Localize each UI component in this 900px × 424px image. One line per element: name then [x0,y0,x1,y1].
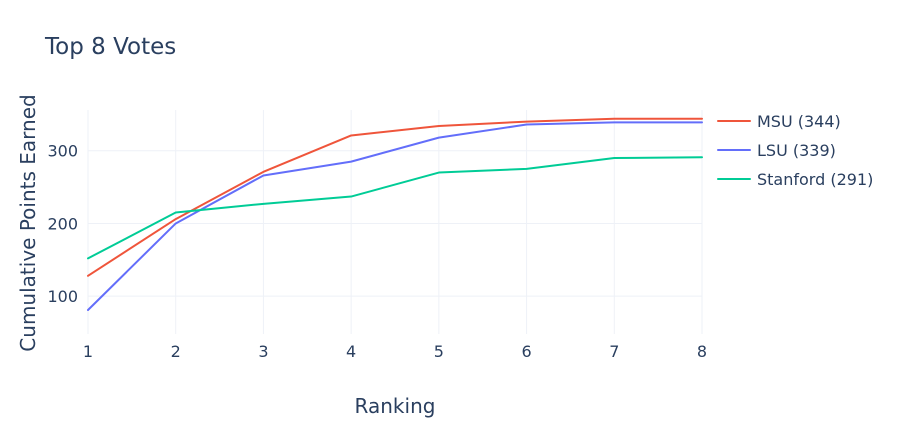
legend-item: MSU (344) [717,112,841,131]
tick-layer: 1 2 3 4 5 6 7 8 100 200 300 [47,142,707,361]
x-tick-label: 3 [258,342,268,361]
x-tick-label: 4 [346,342,356,361]
y-axis-title: Cumulative Points Earned [16,94,40,351]
grid-layer [87,110,703,334]
x-tick-label: 5 [434,342,444,361]
legend-item: LSU (339) [717,141,836,160]
chart-title: Top 8 Votes [44,34,176,60]
y-tick-label: 300 [47,142,78,161]
x-tick-label: 2 [171,342,181,361]
y-tick-label: 100 [47,287,78,306]
legend-item: Stanford (291) [717,170,873,189]
series-line [87,121,703,311]
x-axis-title: Ranking [355,394,436,418]
series-line [87,156,703,260]
series-line [87,117,703,277]
x-tick-label: 8 [697,342,707,361]
x-tick-label: 1 [83,342,93,361]
x-tick-label: 7 [609,342,619,361]
series-layer [87,117,703,311]
legend-label: MSU (344) [757,112,841,131]
legend: MSU (344) LSU (339) Stanford (291) [717,112,873,189]
x-tick-label: 6 [521,342,531,361]
legend-label: Stanford (291) [757,170,873,189]
y-tick-label: 200 [47,214,78,233]
legend-label: LSU (339) [757,141,836,160]
